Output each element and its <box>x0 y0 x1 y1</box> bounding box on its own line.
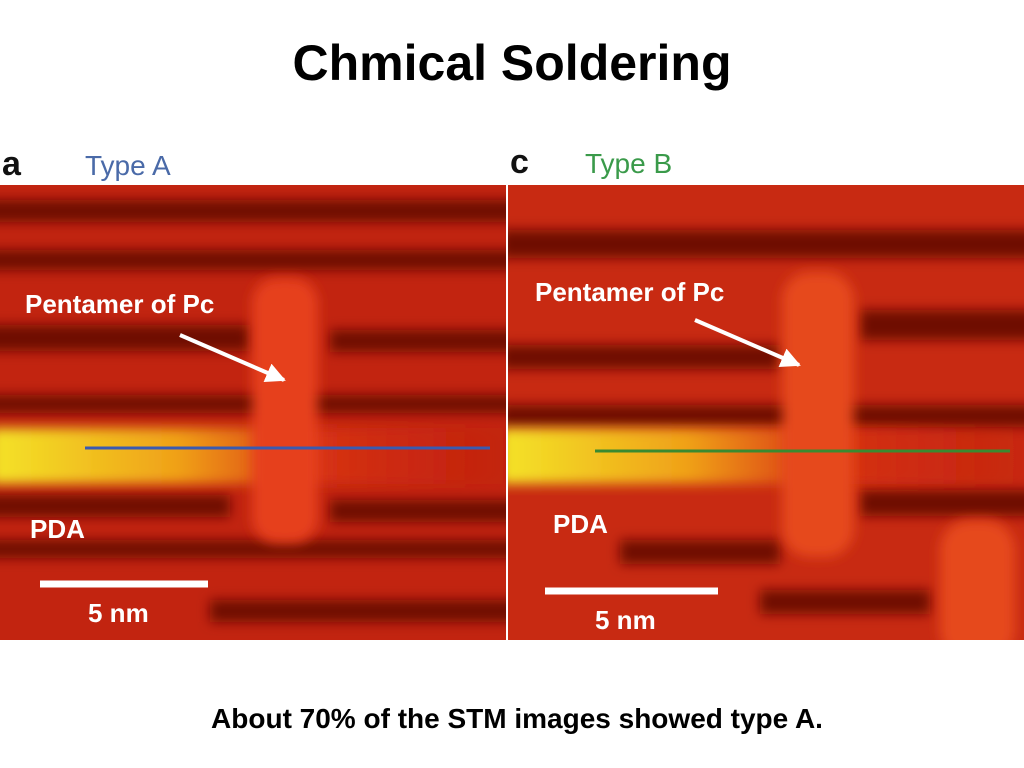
slide-title: Chmical Soldering <box>293 35 732 91</box>
stm-panel-c: c Type B Pentamer of Pc PDA 5 nm <box>508 143 1024 640</box>
annotation-label: Pentamer of Pc <box>25 289 214 319</box>
region-label: PDA <box>30 514 85 544</box>
stm-panel-a: a Type A Pentamer of Pc PDA 5 nm <box>0 145 506 640</box>
scale-label: 5 nm <box>595 605 656 635</box>
stm-image <box>0 185 506 640</box>
region-label: PDA <box>553 509 608 539</box>
panel-type-label: Type A <box>85 150 171 181</box>
caption: About 70% of the STM images showed type … <box>211 703 823 734</box>
scale-label: 5 nm <box>88 598 149 628</box>
annotation-label: Pentamer of Pc <box>535 277 724 307</box>
panel-letter: c <box>510 143 529 181</box>
panel-letter: a <box>2 145 22 183</box>
panel-type-label: Type B <box>585 148 672 179</box>
stm-image <box>508 185 1024 640</box>
